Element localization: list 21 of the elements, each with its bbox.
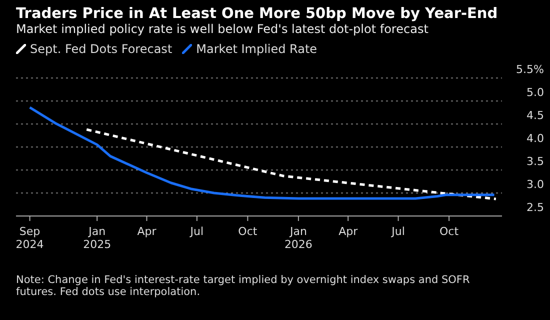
chart-subtitle: Market implied policy rate is well below Fed's latest dot-plot forecast <box>16 22 430 36</box>
y-tick-label: 4.5 <box>526 109 544 122</box>
y-tick-label: 4.0 <box>526 132 544 145</box>
y-tick-label: 5.5% <box>516 63 544 76</box>
x-tick-label: Oct <box>440 225 460 238</box>
y-tick-label: 2.5 <box>526 201 544 214</box>
chart-title: Traders Price in At Least One More 50bp Move by Year-End <box>16 6 499 22</box>
y-tick-label: 3.0 <box>526 178 544 191</box>
x-tick-label: Jan 2025 <box>83 225 112 251</box>
y-tick-label: 3.5 <box>526 155 544 168</box>
legend-label: Market Implied Rate <box>195 42 318 56</box>
x-tick-label: Sep 2024 <box>16 225 44 251</box>
text: Note: Change in Fed's interest-rate target implied by overnight index swaps and SOFR futures. Fed dots use interpolation. <box>16 274 470 298</box>
x-tick-label: Apr <box>338 225 358 238</box>
x-tick-label: Jan 2026 <box>284 225 312 251</box>
x-tick-label: Oct <box>238 225 258 238</box>
x-tick-label: Apr <box>137 225 157 238</box>
legend-label: Sept. Fed Dots Forecast <box>29 42 172 56</box>
x-tick-label: Jul <box>390 225 405 238</box>
y-tick-label: 5.0 <box>526 86 544 99</box>
x-tick-label: Jul <box>189 225 204 238</box>
